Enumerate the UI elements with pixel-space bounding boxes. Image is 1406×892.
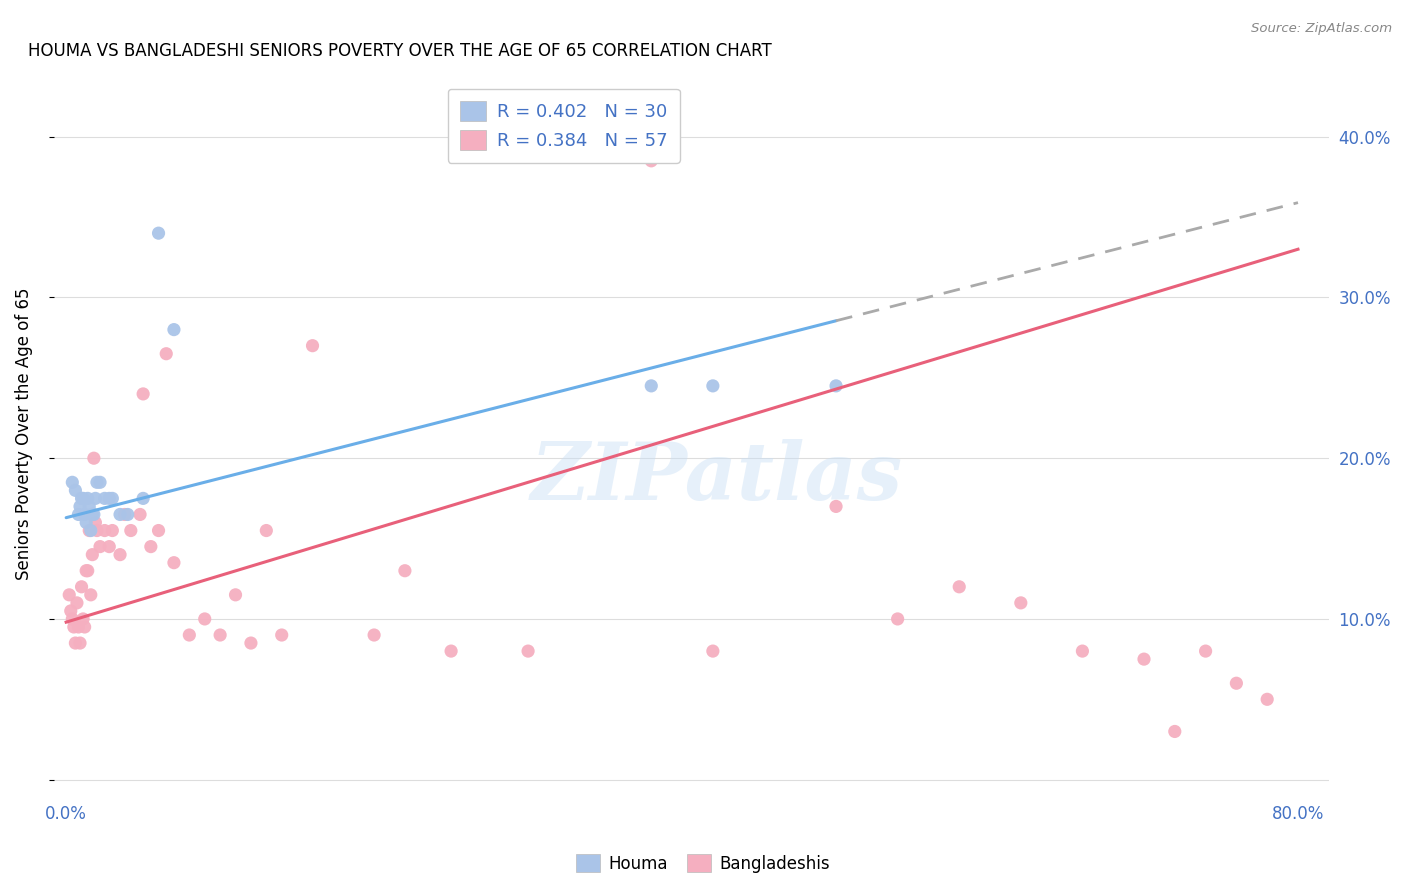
Point: [132, 387, 155, 401]
Point: [132, 491, 155, 506]
Point: [77, 500, 100, 514]
Point: [98, 540, 121, 554]
Point: [86, 524, 108, 538]
Y-axis label: Seniors Poverty Over the Age of 65: Seniors Poverty Over the Age of 65: [15, 288, 32, 581]
Point: [239, 636, 262, 650]
Point: [70, 580, 93, 594]
Point: [75, 516, 97, 530]
Legend: Houma, Bangladeshis: Houma, Bangladeshis: [569, 847, 837, 880]
Point: [69, 500, 91, 514]
Point: [72, 612, 94, 626]
Point: [148, 524, 170, 538]
Point: [93, 491, 115, 506]
Point: [948, 580, 970, 594]
Point: [75, 564, 97, 578]
Point: [73, 620, 96, 634]
Point: [225, 588, 247, 602]
Point: [89, 475, 111, 490]
Point: [155, 347, 177, 361]
Point: [108, 508, 131, 522]
Point: [80, 524, 103, 538]
Point: [394, 564, 416, 578]
Point: [825, 379, 848, 393]
Point: [108, 548, 131, 562]
Point: [640, 153, 662, 168]
Point: [194, 612, 217, 626]
Text: Source: ZipAtlas.com: Source: ZipAtlas.com: [1251, 22, 1392, 36]
Point: [80, 588, 103, 602]
Point: [58, 588, 80, 602]
Point: [83, 508, 105, 522]
Point: [163, 323, 186, 337]
Point: [65, 636, 87, 650]
Point: [77, 524, 100, 538]
Point: [101, 524, 124, 538]
Point: [363, 628, 385, 642]
Point: [129, 508, 152, 522]
Point: [702, 379, 724, 393]
Point: [440, 644, 463, 658]
Point: [1010, 596, 1032, 610]
Point: [1133, 652, 1156, 666]
Point: [76, 564, 98, 578]
Point: [82, 548, 104, 562]
Legend: R = 0.402   N = 30, R = 0.384   N = 57: R = 0.402 N = 30, R = 0.384 N = 57: [447, 88, 681, 162]
Point: [825, 500, 848, 514]
Point: [120, 524, 142, 538]
Point: [139, 540, 162, 554]
Point: [66, 596, 89, 610]
Point: [301, 339, 323, 353]
Point: [84, 516, 107, 530]
Point: [84, 491, 107, 506]
Point: [70, 491, 93, 506]
Point: [1071, 644, 1094, 658]
Point: [517, 644, 540, 658]
Point: [886, 612, 908, 626]
Point: [148, 226, 170, 240]
Point: [76, 491, 98, 506]
Point: [60, 475, 83, 490]
Point: [86, 475, 108, 490]
Point: [1194, 644, 1216, 658]
Point: [60, 612, 83, 626]
Point: [72, 491, 94, 506]
Text: HOUMA VS BANGLADESHI SENIORS POVERTY OVER THE AGE OF 65 CORRELATION CHART: HOUMA VS BANGLADESHI SENIORS POVERTY OVE…: [28, 42, 772, 60]
Point: [65, 483, 87, 498]
Point: [93, 524, 115, 538]
Point: [1164, 724, 1187, 739]
Point: [83, 451, 105, 466]
Point: [114, 508, 136, 522]
Point: [1225, 676, 1247, 690]
Point: [67, 620, 90, 634]
Point: [640, 379, 662, 393]
Point: [67, 508, 90, 522]
Point: [254, 524, 277, 538]
Point: [117, 508, 139, 522]
Point: [59, 604, 82, 618]
Point: [82, 508, 104, 522]
Point: [179, 628, 201, 642]
Point: [73, 508, 96, 522]
Point: [98, 491, 121, 506]
Point: [1256, 692, 1278, 706]
Point: [69, 636, 91, 650]
Point: [163, 556, 186, 570]
Point: [209, 628, 232, 642]
Point: [270, 628, 292, 642]
Text: ZIPatlas: ZIPatlas: [530, 439, 903, 516]
Point: [89, 540, 111, 554]
Point: [63, 620, 86, 634]
Point: [101, 491, 124, 506]
Point: [702, 644, 724, 658]
